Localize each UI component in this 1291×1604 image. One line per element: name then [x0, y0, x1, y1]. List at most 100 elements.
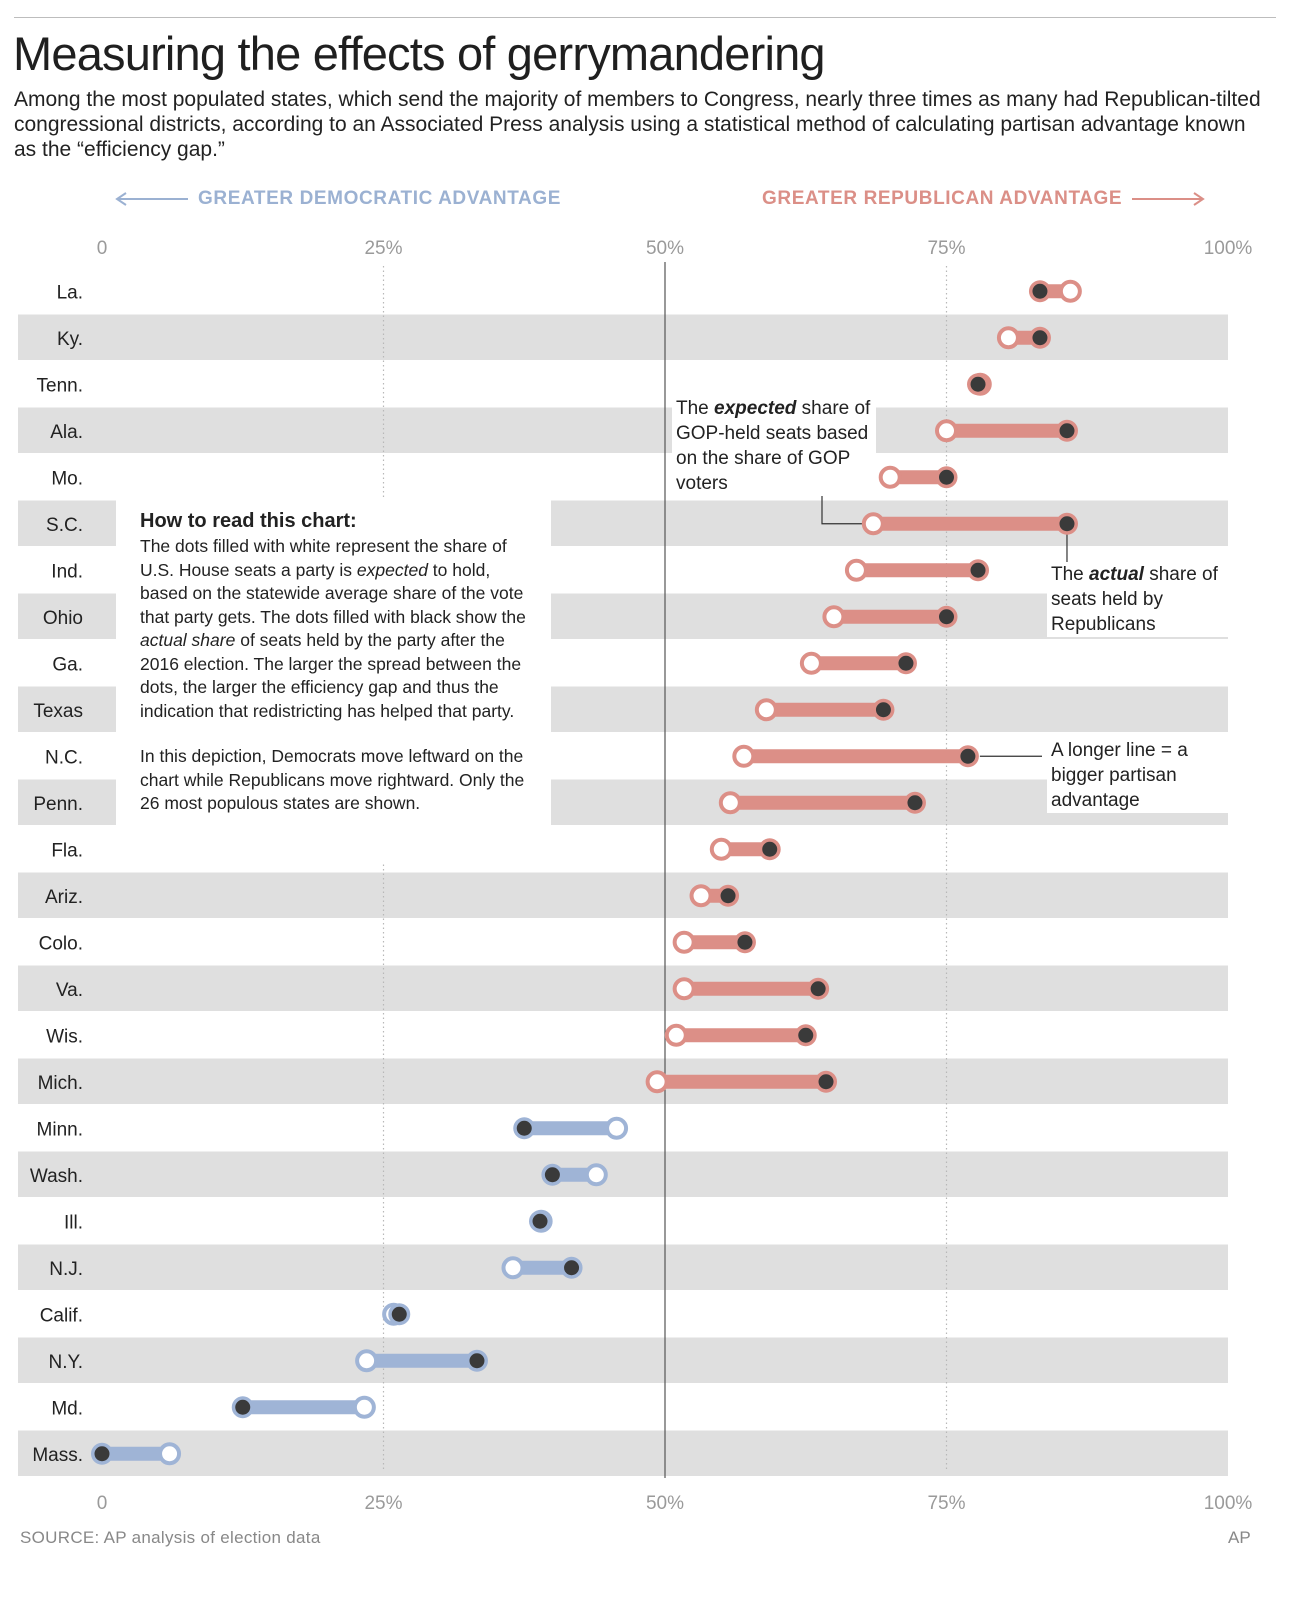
state-label: Ky.	[57, 329, 83, 350]
how-to-read-run: expected	[356, 559, 428, 580]
state-label: N.C.	[45, 747, 83, 768]
how-to-read-paragraph-1: The dots filled with white represent the…	[140, 535, 537, 723]
state-label: Colo.	[39, 933, 83, 954]
actual-dot	[818, 1074, 834, 1090]
expected-dot	[689, 884, 713, 908]
how-to-read-box: How to read this chart: The dots filled …	[116, 498, 551, 864]
how-to-read-heading: How to read this chart:	[140, 510, 357, 532]
row-band	[18, 1058, 1228, 1104]
state-label: Ariz.	[45, 887, 83, 908]
annotation-actual-run: share of seats held by Republicans	[1051, 564, 1218, 635]
expected-dot	[645, 1070, 669, 1094]
actual-dot	[720, 888, 736, 904]
state-label: Calif.	[40, 1305, 83, 1326]
actual-dot	[532, 1213, 548, 1229]
row-band	[18, 1337, 1228, 1383]
x-tick-label-bottom: 100%	[1204, 1493, 1253, 1514]
right-arrow-icon	[1132, 192, 1206, 206]
expected-dot	[754, 698, 778, 722]
expected-dot	[935, 419, 958, 443]
credit: AP	[1228, 1528, 1251, 1547]
x-tick-label-bottom: 0	[97, 1493, 108, 1514]
expected-dot	[584, 1163, 608, 1187]
actual-dot	[960, 748, 976, 764]
expected-dot	[664, 1023, 688, 1047]
actual-dot	[907, 795, 923, 811]
actual-dot	[939, 609, 954, 625]
state-label: Md.	[51, 1398, 83, 1419]
expected-dot	[158, 1442, 182, 1466]
annotation-expected-run: share of GOP-held seats based on the sha…	[676, 398, 871, 494]
expected-dot	[732, 744, 756, 768]
democratic-direction-label: GREATER DEMOCRATIC ADVANTAGE	[114, 188, 561, 210]
actual-dot	[516, 1120, 532, 1136]
x-tick-label-bottom: 50%	[646, 1493, 684, 1514]
state-label: Fla.	[51, 840, 83, 861]
state-label: Minn.	[37, 1119, 83, 1140]
x-tick-label-bottom: 25%	[364, 1493, 402, 1514]
actual-dot	[875, 702, 891, 718]
state-label: Ga.	[52, 654, 83, 675]
x-tick-label-top: 50%	[646, 238, 684, 259]
subtitle: Among the most populated states, which s…	[14, 88, 1261, 161]
actual-dot	[544, 1167, 560, 1183]
how-to-read-run: of seats held by the party after the 201…	[140, 630, 522, 721]
expected-dot	[878, 465, 902, 489]
state-label: Tenn.	[37, 375, 83, 396]
actual-dot	[737, 934, 753, 950]
actual-dot	[1059, 516, 1075, 532]
republican-direction-label: GREATER REPUBLICAN ADVANTAGE	[762, 188, 1206, 210]
source-note: SOURCE: AP analysis of election data	[20, 1528, 321, 1547]
actual-dot	[970, 562, 986, 578]
state-label: Wash.	[30, 1166, 83, 1187]
state-label: Ohio	[43, 608, 83, 629]
expected-dot	[605, 1116, 629, 1140]
x-tick-label-top: 0	[97, 238, 108, 259]
how-to-read-run: actual share	[140, 630, 236, 650]
actual-dot	[810, 981, 826, 997]
row-band	[18, 965, 1228, 1011]
expected-dot	[1058, 279, 1082, 303]
row-band	[18, 1430, 1228, 1476]
state-label: Mich.	[38, 1073, 83, 1094]
state-label: Va.	[56, 980, 83, 1001]
annotation-actual-run: The	[1051, 564, 1090, 585]
state-label: N.J.	[49, 1259, 83, 1280]
annotation-longer-line: A longer line = a bigger partisan advant…	[1047, 738, 1231, 813]
actual-dot	[564, 1260, 580, 1276]
republican-advantage-text: GREATER REPUBLICAN ADVANTAGE	[762, 188, 1123, 209]
actual-dot	[970, 376, 986, 392]
actual-dot	[469, 1353, 485, 1369]
annotation-expected-run: expected	[714, 398, 797, 419]
state-label: La.	[57, 282, 83, 303]
state-label: N.Y.	[48, 1352, 83, 1373]
how-to-read-paragraph-2: In this depiction, Democrats move leftwa…	[140, 746, 525, 813]
actual-dot	[798, 1027, 814, 1043]
state-label: Ala.	[50, 422, 83, 443]
expected-dot	[352, 1395, 376, 1419]
expected-dot	[799, 651, 823, 675]
expected-dot	[672, 977, 696, 1001]
state-label: Mo.	[51, 468, 83, 489]
actual-dot	[1032, 283, 1048, 299]
x-tick-label-top: 25%	[364, 238, 402, 259]
state-label: S.C.	[46, 515, 83, 536]
expected-dot	[861, 512, 885, 536]
annotation-expected-share: The expected share of GOP-held seats bas…	[672, 396, 876, 496]
annotation-actual-share: The actual share of seats held by Republ…	[1047, 562, 1231, 637]
state-label: Mass.	[32, 1445, 83, 1466]
expected-dot	[672, 930, 696, 954]
row-band	[18, 1244, 1228, 1290]
annotation-actual-run: actual	[1089, 564, 1144, 585]
expected-dot	[709, 837, 733, 861]
actual-dot	[1032, 330, 1048, 346]
x-tick-label-top: 75%	[927, 238, 965, 259]
actual-dot	[762, 841, 778, 857]
how-to-read-run: The dots filled with white represent the…	[140, 536, 507, 580]
state-label: Ill.	[64, 1212, 83, 1233]
actual-dot	[235, 1399, 251, 1415]
page-title: Measuring the effects of gerrymandering	[13, 27, 826, 80]
actual-dot	[939, 469, 954, 485]
state-label: Texas	[33, 701, 83, 722]
